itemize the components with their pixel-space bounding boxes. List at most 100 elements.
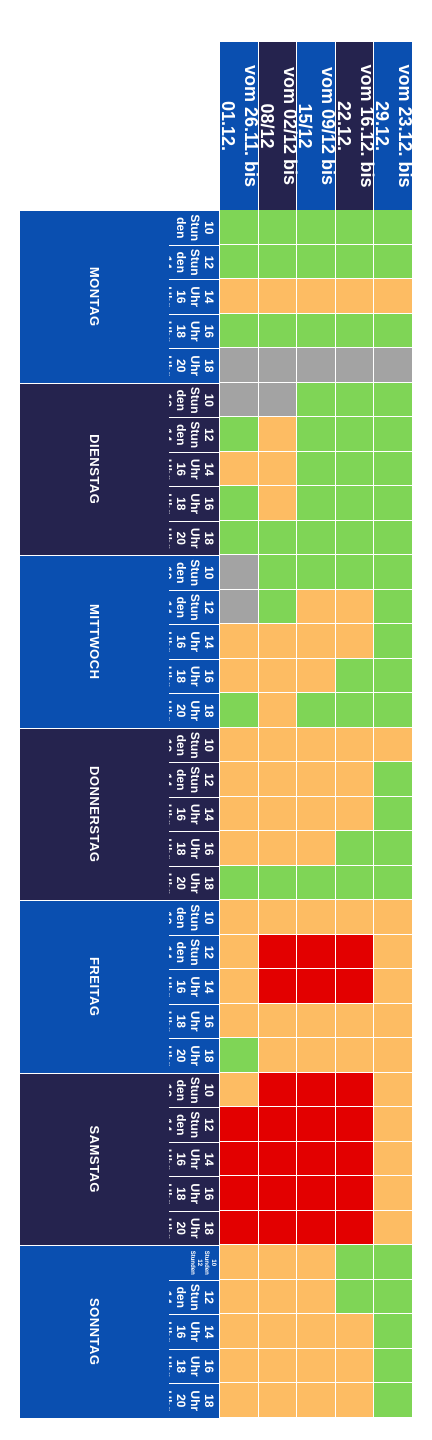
availability-cell[interactable]: [296, 555, 335, 590]
availability-cell[interactable]: [335, 417, 374, 452]
availability-cell[interactable]: [258, 796, 297, 831]
availability-cell[interactable]: [258, 382, 297, 417]
availability-cell[interactable]: [258, 1348, 297, 1383]
availability-cell[interactable]: [296, 1141, 335, 1176]
availability-cell[interactable]: [335, 1141, 374, 1176]
availability-cell[interactable]: [219, 1176, 258, 1211]
availability-cell[interactable]: [335, 900, 374, 935]
availability-cell[interactable]: [258, 1176, 297, 1211]
availability-cell[interactable]: [373, 555, 412, 590]
availability-cell[interactable]: [373, 969, 412, 1004]
availability-cell[interactable]: [335, 762, 374, 797]
availability-cell[interactable]: [258, 244, 297, 279]
availability-cell[interactable]: [258, 279, 297, 314]
availability-cell[interactable]: [373, 1279, 412, 1314]
availability-cell[interactable]: [373, 417, 412, 452]
availability-cell[interactable]: [373, 693, 412, 728]
availability-cell[interactable]: [335, 831, 374, 866]
availability-cell[interactable]: [335, 865, 374, 900]
availability-cell[interactable]: [373, 1038, 412, 1073]
availability-cell[interactable]: [296, 693, 335, 728]
availability-cell[interactable]: [335, 348, 374, 383]
availability-cell[interactable]: [258, 589, 297, 624]
availability-cell[interactable]: [296, 1210, 335, 1245]
availability-cell[interactable]: [335, 969, 374, 1004]
availability-cell[interactable]: [258, 762, 297, 797]
availability-cell[interactable]: [219, 1210, 258, 1245]
availability-cell[interactable]: [258, 727, 297, 762]
availability-cell[interactable]: [296, 313, 335, 348]
availability-cell[interactable]: [296, 1348, 335, 1383]
availability-cell[interactable]: [296, 1176, 335, 1211]
availability-cell[interactable]: [373, 658, 412, 693]
availability-cell[interactable]: [373, 1348, 412, 1383]
availability-cell[interactable]: [219, 1348, 258, 1383]
availability-cell[interactable]: [335, 693, 374, 728]
availability-cell[interactable]: [373, 210, 412, 245]
availability-cell[interactable]: [258, 1210, 297, 1245]
availability-cell[interactable]: [373, 865, 412, 900]
availability-cell[interactable]: [258, 624, 297, 659]
availability-cell[interactable]: [258, 1072, 297, 1107]
availability-cell[interactable]: [296, 1245, 335, 1280]
availability-cell[interactable]: [335, 727, 374, 762]
availability-cell[interactable]: [219, 831, 258, 866]
availability-cell[interactable]: [335, 796, 374, 831]
availability-cell[interactable]: [335, 1383, 374, 1418]
availability-cell[interactable]: [335, 934, 374, 969]
availability-cell[interactable]: [258, 1003, 297, 1038]
availability-cell[interactable]: [373, 796, 412, 831]
availability-cell[interactable]: [219, 969, 258, 1004]
availability-cell[interactable]: [296, 762, 335, 797]
availability-cell[interactable]: [219, 865, 258, 900]
availability-cell[interactable]: [335, 486, 374, 521]
availability-cell[interactable]: [296, 210, 335, 245]
availability-cell[interactable]: [258, 417, 297, 452]
availability-cell[interactable]: [373, 1107, 412, 1142]
availability-cell[interactable]: [258, 210, 297, 245]
availability-cell[interactable]: [373, 244, 412, 279]
availability-cell[interactable]: [219, 382, 258, 417]
availability-cell[interactable]: [335, 658, 374, 693]
availability-cell[interactable]: [219, 210, 258, 245]
availability-cell[interactable]: [335, 624, 374, 659]
availability-cell[interactable]: [296, 1038, 335, 1073]
availability-cell[interactable]: [373, 486, 412, 521]
availability-cell[interactable]: [258, 555, 297, 590]
availability-cell[interactable]: [296, 520, 335, 555]
availability-cell[interactable]: [296, 348, 335, 383]
availability-cell[interactable]: [258, 934, 297, 969]
availability-cell[interactable]: [296, 244, 335, 279]
availability-cell[interactable]: [219, 555, 258, 590]
availability-cell[interactable]: [373, 934, 412, 969]
availability-cell[interactable]: [296, 658, 335, 693]
availability-cell[interactable]: [335, 210, 374, 245]
availability-cell[interactable]: [258, 520, 297, 555]
availability-cell[interactable]: [296, 417, 335, 452]
availability-cell[interactable]: [258, 1107, 297, 1142]
availability-cell[interactable]: [335, 382, 374, 417]
availability-cell[interactable]: [373, 900, 412, 935]
availability-cell[interactable]: [373, 313, 412, 348]
availability-cell[interactable]: [219, 762, 258, 797]
availability-cell[interactable]: [335, 1003, 374, 1038]
availability-cell[interactable]: [258, 693, 297, 728]
availability-cell[interactable]: [258, 969, 297, 1004]
availability-cell[interactable]: [373, 624, 412, 659]
availability-cell[interactable]: [219, 1314, 258, 1349]
availability-cell[interactable]: [219, 658, 258, 693]
availability-cell[interactable]: [219, 244, 258, 279]
availability-cell[interactable]: [335, 589, 374, 624]
availability-cell[interactable]: [219, 1107, 258, 1142]
availability-cell[interactable]: [296, 934, 335, 969]
availability-cell[interactable]: [219, 693, 258, 728]
availability-cell[interactable]: [296, 279, 335, 314]
availability-cell[interactable]: [296, 624, 335, 659]
availability-cell[interactable]: [258, 1141, 297, 1176]
availability-cell[interactable]: [258, 1383, 297, 1418]
availability-cell[interactable]: [335, 313, 374, 348]
availability-cell[interactable]: [335, 1314, 374, 1349]
availability-cell[interactable]: [219, 1003, 258, 1038]
availability-cell[interactable]: [335, 451, 374, 486]
availability-cell[interactable]: [258, 1279, 297, 1314]
